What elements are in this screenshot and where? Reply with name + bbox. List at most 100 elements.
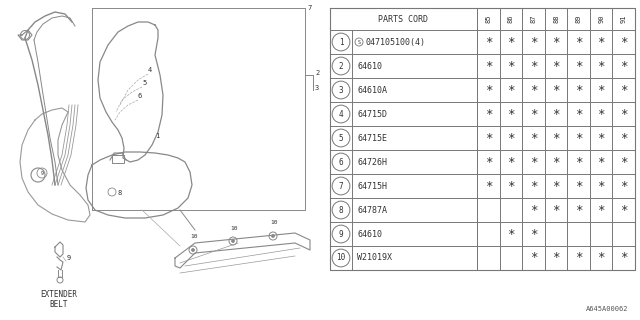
Text: *: * — [597, 132, 605, 145]
Text: A645A00062: A645A00062 — [586, 306, 628, 312]
Text: 1: 1 — [155, 133, 159, 139]
Text: 64715E: 64715E — [357, 133, 387, 142]
Text: *: * — [530, 108, 537, 121]
Text: 64610: 64610 — [357, 229, 382, 238]
Text: 64726H: 64726H — [357, 157, 387, 166]
Text: *: * — [507, 228, 515, 241]
Text: 91: 91 — [621, 15, 627, 23]
Text: *: * — [552, 252, 560, 265]
Text: *: * — [575, 108, 582, 121]
Text: *: * — [620, 108, 627, 121]
Text: *: * — [575, 36, 582, 49]
Text: *: * — [507, 108, 515, 121]
Text: *: * — [530, 180, 537, 193]
Text: 6: 6 — [339, 157, 343, 166]
Text: 2: 2 — [315, 70, 319, 76]
Text: 7: 7 — [339, 181, 343, 190]
Text: *: * — [507, 156, 515, 169]
Text: *: * — [484, 156, 492, 169]
Text: 86: 86 — [508, 15, 514, 23]
Text: *: * — [507, 36, 515, 49]
Text: *: * — [530, 84, 537, 97]
Text: *: * — [597, 180, 605, 193]
Text: *: * — [530, 228, 537, 241]
Text: EXTENDER
BELT: EXTENDER BELT — [40, 290, 77, 309]
Text: *: * — [620, 252, 627, 265]
Text: 7: 7 — [307, 5, 311, 11]
Text: W21019X: W21019X — [357, 253, 392, 262]
Text: *: * — [575, 180, 582, 193]
Text: 64715D: 64715D — [357, 109, 387, 118]
Text: 047105100(4): 047105100(4) — [365, 37, 425, 46]
Text: *: * — [597, 156, 605, 169]
Text: 10: 10 — [190, 234, 198, 239]
Text: 88: 88 — [553, 15, 559, 23]
Text: 64610: 64610 — [357, 61, 382, 70]
Circle shape — [191, 249, 195, 252]
Text: 8: 8 — [118, 190, 122, 196]
Text: *: * — [484, 36, 492, 49]
Text: 10: 10 — [270, 220, 278, 225]
Text: *: * — [597, 36, 605, 49]
Text: 9: 9 — [67, 255, 71, 261]
Text: *: * — [597, 108, 605, 121]
Text: *: * — [575, 204, 582, 217]
Text: 5: 5 — [339, 133, 343, 142]
Text: *: * — [507, 84, 515, 97]
Text: *: * — [484, 84, 492, 97]
Text: *: * — [552, 108, 560, 121]
Text: *: * — [620, 204, 627, 217]
Text: S: S — [358, 39, 360, 44]
Text: *: * — [484, 60, 492, 73]
Text: *: * — [620, 84, 627, 97]
Text: *: * — [530, 156, 537, 169]
Text: 3: 3 — [339, 85, 343, 94]
Text: *: * — [552, 156, 560, 169]
Text: *: * — [552, 132, 560, 145]
Circle shape — [232, 239, 234, 243]
Text: *: * — [530, 60, 537, 73]
Text: 10: 10 — [337, 253, 346, 262]
Text: 10: 10 — [230, 226, 237, 231]
Text: 90: 90 — [598, 15, 604, 23]
Text: 64787A: 64787A — [357, 205, 387, 214]
Text: *: * — [620, 156, 627, 169]
Text: *: * — [575, 60, 582, 73]
Text: *: * — [530, 36, 537, 49]
Text: 5: 5 — [142, 80, 147, 86]
Text: *: * — [530, 132, 537, 145]
Text: 64610A: 64610A — [357, 85, 387, 94]
Text: *: * — [530, 252, 537, 265]
Text: *: * — [620, 36, 627, 49]
Text: 87: 87 — [531, 15, 536, 23]
Text: 8: 8 — [339, 205, 343, 214]
Text: *: * — [507, 180, 515, 193]
Text: 4: 4 — [339, 109, 343, 118]
Text: 9: 9 — [40, 171, 44, 175]
Text: *: * — [597, 204, 605, 217]
Text: *: * — [575, 252, 582, 265]
Text: 6: 6 — [138, 93, 142, 99]
Text: 4: 4 — [148, 67, 152, 73]
Text: 3: 3 — [315, 85, 319, 91]
Text: *: * — [597, 252, 605, 265]
Text: *: * — [620, 132, 627, 145]
Text: PARTS CORD: PARTS CORD — [378, 14, 429, 23]
Text: *: * — [530, 204, 537, 217]
Text: *: * — [484, 132, 492, 145]
Text: 64715H: 64715H — [357, 181, 387, 190]
Text: *: * — [552, 36, 560, 49]
Text: *: * — [575, 84, 582, 97]
Text: 1: 1 — [339, 37, 343, 46]
Text: *: * — [507, 132, 515, 145]
Text: *: * — [620, 60, 627, 73]
Text: *: * — [552, 204, 560, 217]
Text: *: * — [552, 180, 560, 193]
Text: *: * — [575, 156, 582, 169]
Text: *: * — [552, 60, 560, 73]
Text: 9: 9 — [339, 229, 343, 238]
Text: 2: 2 — [339, 61, 343, 70]
Text: 89: 89 — [575, 15, 582, 23]
Circle shape — [271, 235, 275, 237]
Text: *: * — [552, 84, 560, 97]
